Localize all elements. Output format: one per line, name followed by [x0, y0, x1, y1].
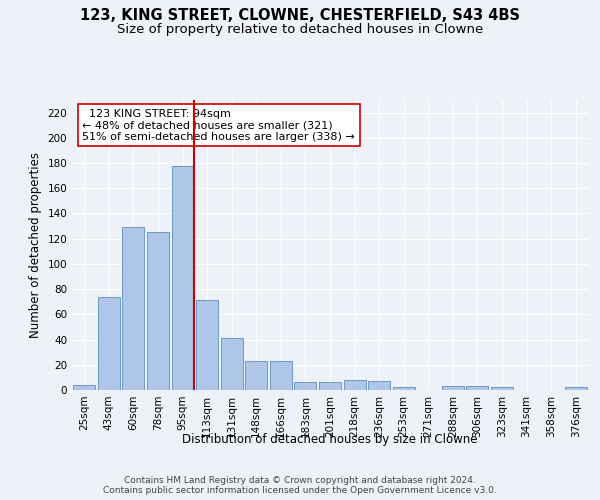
Bar [466, 386, 488, 390]
Bar [147, 232, 169, 390]
Bar [245, 361, 268, 390]
Y-axis label: Number of detached properties: Number of detached properties [29, 152, 42, 338]
Bar [172, 166, 194, 390]
Bar [270, 361, 292, 390]
Bar [295, 382, 316, 390]
Bar [565, 388, 587, 390]
Bar [73, 385, 95, 390]
Bar [221, 338, 243, 390]
Text: 123 KING STREET: 94sqm
← 48% of detached houses are smaller (321)
51% of semi-de: 123 KING STREET: 94sqm ← 48% of detached… [82, 108, 355, 142]
Bar [122, 228, 145, 390]
Text: Distribution of detached houses by size in Clowne: Distribution of detached houses by size … [182, 432, 478, 446]
Bar [368, 381, 390, 390]
Text: Size of property relative to detached houses in Clowne: Size of property relative to detached ho… [117, 22, 483, 36]
Text: Contains HM Land Registry data © Crown copyright and database right 2024.
Contai: Contains HM Land Registry data © Crown c… [103, 476, 497, 495]
Bar [319, 382, 341, 390]
Bar [344, 380, 365, 390]
Bar [392, 388, 415, 390]
Bar [196, 300, 218, 390]
Text: 123, KING STREET, CLOWNE, CHESTERFIELD, S43 4BS: 123, KING STREET, CLOWNE, CHESTERFIELD, … [80, 8, 520, 22]
Bar [98, 296, 120, 390]
Bar [491, 388, 513, 390]
Bar [442, 386, 464, 390]
